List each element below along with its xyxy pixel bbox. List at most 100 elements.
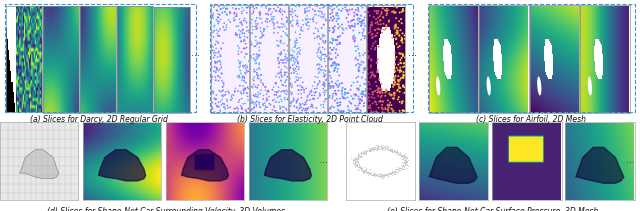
Polygon shape <box>429 147 477 183</box>
Point <box>357 167 367 170</box>
Point <box>350 159 360 163</box>
Point <box>207 76 217 80</box>
Point <box>396 155 406 159</box>
Point <box>301 17 311 20</box>
Point <box>233 49 243 53</box>
Point <box>230 90 240 93</box>
Point <box>316 57 326 61</box>
Point <box>255 36 266 39</box>
Point <box>398 163 408 167</box>
Point <box>222 8 232 11</box>
Point <box>397 41 408 44</box>
Point <box>248 93 259 97</box>
Point <box>306 105 316 108</box>
Point <box>277 61 287 65</box>
Point <box>351 108 361 111</box>
Point <box>211 66 221 69</box>
Point <box>275 70 285 74</box>
Point <box>389 91 399 94</box>
Point <box>363 5 373 9</box>
Point <box>372 61 382 64</box>
Point <box>293 97 303 101</box>
Point <box>241 46 252 49</box>
Point <box>356 38 366 41</box>
Point <box>223 89 233 93</box>
Point <box>327 57 337 61</box>
Point <box>356 60 367 63</box>
Point <box>356 99 366 102</box>
Point <box>367 91 378 94</box>
Point <box>369 173 379 177</box>
Point <box>378 111 388 114</box>
Point <box>363 72 373 75</box>
Point <box>296 26 307 29</box>
Point <box>225 12 235 15</box>
Point <box>400 155 410 158</box>
Point <box>236 72 246 75</box>
Point <box>239 55 250 59</box>
Point <box>399 158 409 162</box>
Point <box>249 75 259 79</box>
Point <box>369 146 379 149</box>
Point <box>373 146 383 150</box>
Point <box>282 20 292 23</box>
Point <box>351 163 362 166</box>
Point <box>212 19 223 23</box>
Point <box>296 88 307 91</box>
Point <box>290 80 300 84</box>
Point <box>274 76 284 79</box>
Point <box>301 99 312 103</box>
Point <box>353 47 364 51</box>
Point <box>248 5 258 8</box>
Point <box>206 46 216 49</box>
Point <box>321 69 331 73</box>
Point <box>301 98 312 102</box>
Point <box>293 62 303 65</box>
Point <box>260 19 271 23</box>
Point <box>241 110 252 113</box>
Point <box>396 151 406 154</box>
Point <box>255 67 265 71</box>
Point <box>252 24 262 28</box>
Point <box>237 23 248 27</box>
Point <box>293 108 303 112</box>
Point <box>370 28 380 32</box>
Point <box>287 100 297 104</box>
Point <box>218 81 228 84</box>
Point <box>290 9 300 12</box>
Point <box>291 37 301 40</box>
Point <box>274 95 284 98</box>
Point <box>323 69 333 72</box>
Point <box>216 47 226 50</box>
Point <box>359 67 369 70</box>
Point <box>376 175 387 179</box>
Point <box>385 172 396 175</box>
Point <box>301 22 311 25</box>
Point <box>370 75 380 78</box>
Point <box>397 157 408 161</box>
Point <box>314 91 324 95</box>
Point <box>354 156 364 160</box>
Point <box>359 150 369 153</box>
Point <box>367 174 378 177</box>
Point <box>380 108 390 111</box>
Point <box>228 19 239 22</box>
Point <box>362 87 372 91</box>
Point <box>353 88 364 92</box>
Point <box>280 73 290 76</box>
Point <box>296 29 306 32</box>
Point <box>362 171 372 174</box>
Point <box>289 69 299 72</box>
Point <box>312 34 323 38</box>
Point <box>246 31 256 35</box>
Point <box>376 87 387 90</box>
Point <box>316 51 326 54</box>
Point <box>247 101 257 105</box>
Point <box>238 28 248 31</box>
Point <box>371 146 381 149</box>
Point <box>374 172 385 175</box>
Point <box>263 13 273 16</box>
Point <box>367 22 377 26</box>
Point <box>398 164 408 168</box>
Point <box>221 13 232 16</box>
